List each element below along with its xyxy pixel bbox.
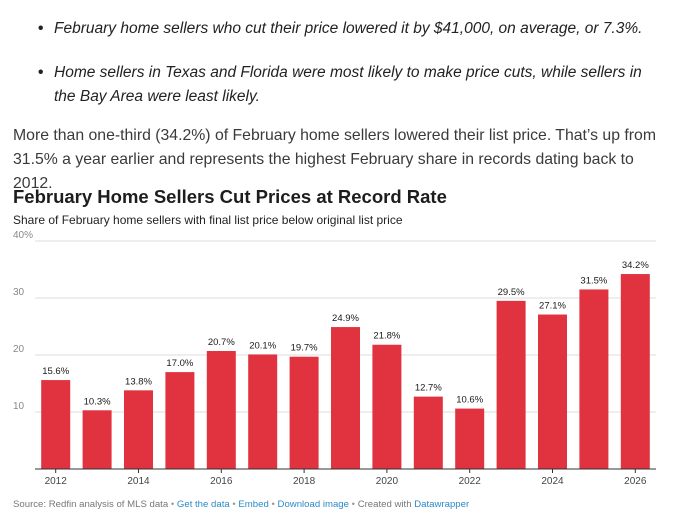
bar	[620, 274, 650, 469]
bar	[165, 372, 195, 469]
data-label: 20.7%	[208, 337, 235, 348]
separator: •	[170, 499, 177, 510]
x-tick-label: 2026	[624, 476, 647, 487]
bullet-dot: •	[38, 20, 44, 37]
bar	[331, 327, 360, 469]
data-label: 19.7%	[291, 343, 318, 354]
separator: •	[351, 499, 358, 510]
data-label: 10.6%	[456, 395, 483, 406]
source-note: Source: Redfin analysis of MLS data	[13, 499, 169, 510]
data-label: 34.2%	[622, 260, 649, 271]
datawrapper-link[interactable]: Datawrapper	[414, 499, 470, 510]
chart-title: February Home Sellers Cut Prices at Reco…	[13, 186, 447, 207]
data-label: 31.5%	[580, 275, 607, 286]
separator: •	[232, 499, 239, 510]
chart-footer: Source: Redfin analysis of MLS data • Ge…	[13, 499, 469, 510]
get-data-link[interactable]: Get the data	[176, 499, 230, 510]
bar	[124, 390, 153, 469]
x-tick-label: 2012	[45, 476, 68, 487]
bar	[206, 351, 236, 469]
data-label: 21.8%	[373, 331, 400, 342]
x-tick-label: 2020	[376, 476, 399, 487]
bar	[248, 354, 278, 469]
y-tick-label: 10	[13, 401, 25, 412]
separator: •	[271, 499, 278, 510]
bullet-item: • Home sellers in Texas and Florida were …	[38, 61, 654, 109]
y-tick-label: 30	[13, 287, 25, 298]
chart-subtitle: Share of February home sellers with fina…	[13, 213, 403, 227]
bar	[41, 380, 71, 469]
summary-paragraph: More than one-third (34.2%) of February …	[13, 127, 656, 192]
data-label: 29.5%	[498, 287, 525, 298]
data-label: 27.1%	[539, 301, 566, 312]
data-label: 17.0%	[166, 358, 193, 369]
data-label: 24.9%	[332, 313, 359, 324]
bar	[82, 410, 112, 469]
x-tick-label: 2016	[210, 476, 233, 487]
bar	[579, 289, 609, 469]
bar	[372, 344, 402, 469]
bar-chart: 10 20 30 40% 15.6% 2012 10.3% 13.8% 2014 17.0% 20.…	[13, 230, 656, 487]
bullet-text: Home sellers in Texas and Florida were m…	[54, 64, 642, 105]
data-label: 12.7%	[415, 383, 442, 394]
bar	[538, 314, 567, 469]
x-tick-label: 2014	[127, 476, 150, 487]
x-tick-label: 2018	[293, 476, 316, 487]
bar	[496, 300, 526, 469]
y-tick-label: 20	[13, 344, 25, 355]
x-tick-label: 2024	[541, 476, 564, 487]
y-tick-label: 40%	[13, 230, 33, 241]
bullet-item: • February home sellers who cut their pri…	[38, 17, 654, 41]
data-label: 15.6%	[42, 366, 69, 377]
bar	[289, 356, 319, 469]
download-image-link[interactable]: Download image	[277, 499, 349, 510]
x-tick-label: 2022	[459, 476, 482, 487]
created-with-text: Created with	[357, 499, 412, 510]
data-label: 13.8%	[125, 376, 152, 387]
embed-link[interactable]: Embed	[238, 499, 269, 510]
data-label: 20.1%	[249, 340, 276, 351]
bar	[455, 408, 485, 469]
data-label: 10.3%	[84, 396, 111, 407]
bullet-dot: •	[38, 64, 44, 81]
bullet-text: February home sellers who cut their pric…	[54, 20, 643, 37]
bar	[413, 396, 443, 469]
